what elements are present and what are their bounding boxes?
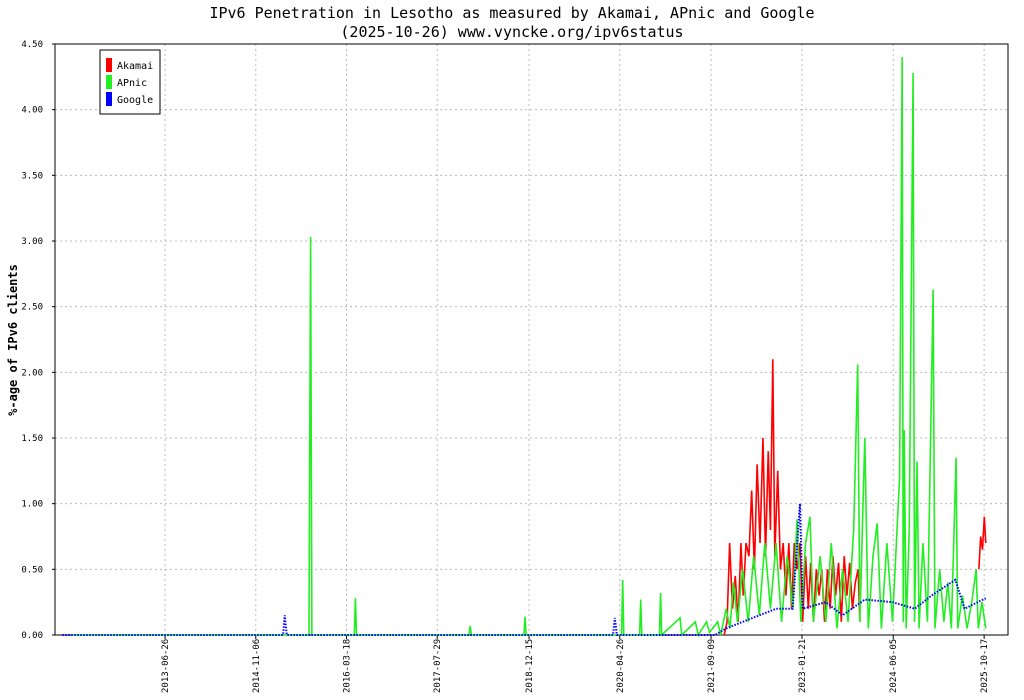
y-tick-label: 4.00 bbox=[21, 106, 43, 116]
legend-label: APnic bbox=[117, 78, 147, 89]
x-tick-label: 2017-07-29 bbox=[433, 639, 443, 693]
plot-area bbox=[55, 44, 1008, 635]
y-tick-label: 0.00 bbox=[21, 631, 43, 641]
x-tick-label: 2021-09-09 bbox=[707, 639, 717, 693]
legend-swatch bbox=[106, 58, 112, 72]
y-tick-label: 3.00 bbox=[21, 237, 43, 247]
x-tick-label: 2020-04-26 bbox=[616, 639, 626, 693]
x-tick-label: 2016-03-18 bbox=[342, 639, 352, 693]
x-tick-label: 2023-01-21 bbox=[798, 639, 808, 693]
y-tick-label: 1.50 bbox=[21, 434, 43, 444]
y-tick-label: 2.50 bbox=[21, 303, 43, 313]
x-tick-label: 2013-06-26 bbox=[161, 639, 171, 693]
legend-swatch bbox=[106, 75, 112, 89]
x-tick-label: 2025-10-17 bbox=[980, 639, 990, 693]
x-tick-label: 2018-12-15 bbox=[525, 639, 535, 693]
x-tick-label: 2024-06-05 bbox=[889, 639, 899, 693]
legend-swatch bbox=[106, 92, 112, 106]
y-axis-label: %-age of IPv6 clients bbox=[6, 264, 20, 416]
y-tick-label: 0.50 bbox=[21, 565, 43, 575]
legend-label: Google bbox=[117, 95, 153, 106]
y-tick-label: 2.00 bbox=[21, 368, 43, 378]
chart-title: IPv6 Penetration in Lesotho as measured … bbox=[209, 4, 814, 22]
y-tick-label: 4.50 bbox=[21, 40, 43, 50]
series-line bbox=[978, 516, 987, 570]
chart-subtitle: (2025-10-26) www.vyncke.org/ipv6status bbox=[340, 23, 683, 41]
y-tick-label: 1.00 bbox=[21, 500, 43, 510]
series-line bbox=[62, 503, 987, 636]
x-tick-label: 2014-11-06 bbox=[252, 639, 262, 693]
y-tick-label: 3.50 bbox=[21, 171, 43, 181]
legend-label: Akamai bbox=[117, 61, 153, 72]
